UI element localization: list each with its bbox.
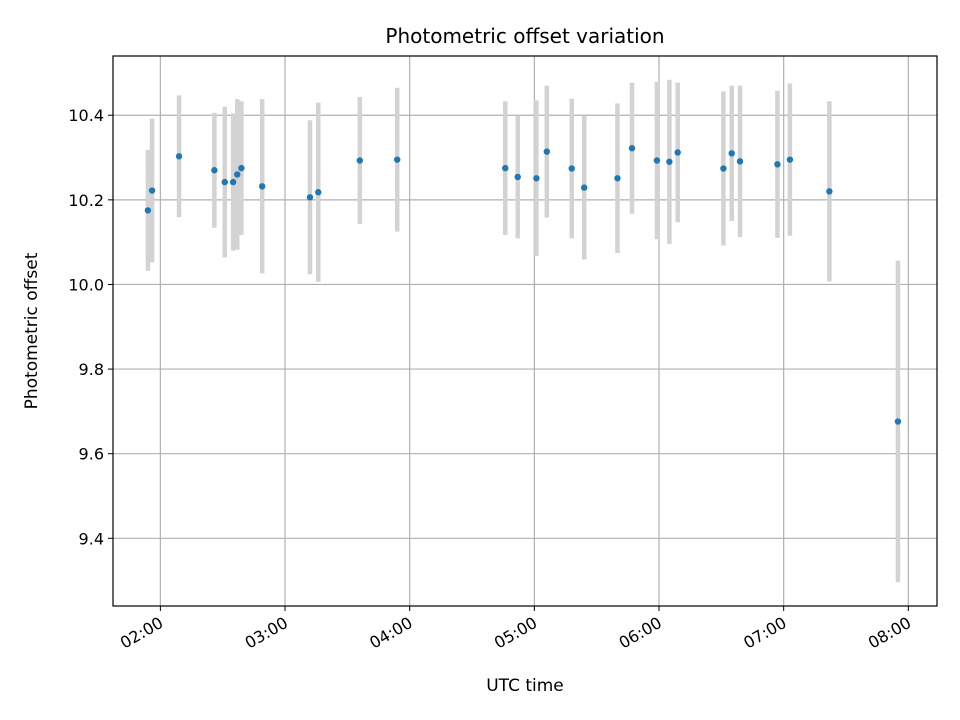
data-point bbox=[826, 188, 833, 195]
y-axis-label: Photometric offset bbox=[22, 252, 42, 409]
data-point bbox=[315, 189, 322, 196]
data-point bbox=[175, 153, 183, 160]
data-point bbox=[394, 156, 401, 163]
data-point bbox=[736, 158, 744, 165]
data-point bbox=[786, 156, 794, 163]
data-point bbox=[234, 171, 241, 178]
data-point bbox=[894, 418, 902, 425]
data-point bbox=[238, 164, 245, 172]
data-point bbox=[720, 165, 727, 172]
y-tick-label: 9.6 bbox=[79, 445, 104, 464]
chart-title: Photometric offset variation bbox=[385, 24, 664, 48]
data-points bbox=[144, 145, 902, 425]
data-point bbox=[543, 148, 551, 155]
data-point bbox=[148, 187, 156, 194]
data-point bbox=[674, 149, 681, 156]
data-point bbox=[728, 150, 735, 157]
data-point bbox=[653, 157, 661, 164]
y-tick-label: 10.4 bbox=[68, 106, 104, 125]
x-axis-label: UTC time bbox=[486, 676, 564, 696]
data-point bbox=[666, 158, 673, 165]
data-point bbox=[356, 157, 364, 164]
y-axis-ticks: 9.4 9.6 9.8 10.0 10.2 10.4 bbox=[68, 106, 113, 548]
data-point bbox=[221, 178, 228, 186]
data-point bbox=[306, 194, 314, 201]
data-point bbox=[614, 175, 621, 182]
data-point bbox=[229, 178, 237, 186]
data-point bbox=[514, 173, 521, 181]
data-point bbox=[533, 175, 540, 182]
data-point bbox=[258, 183, 266, 190]
y-tick-label: 10.0 bbox=[68, 275, 104, 294]
data-point bbox=[502, 164, 509, 172]
y-tick-label: 9.8 bbox=[79, 360, 104, 379]
data-point bbox=[144, 207, 152, 214]
y-tick-label: 9.4 bbox=[79, 529, 104, 548]
data-point bbox=[581, 184, 588, 191]
data-point bbox=[211, 167, 218, 174]
data-point bbox=[628, 145, 636, 152]
data-point bbox=[568, 165, 575, 172]
plot-frame bbox=[112, 55, 938, 607]
grid-lines bbox=[113, 56, 937, 606]
y-tick-label: 10.2 bbox=[68, 191, 104, 210]
data-point bbox=[774, 161, 781, 168]
